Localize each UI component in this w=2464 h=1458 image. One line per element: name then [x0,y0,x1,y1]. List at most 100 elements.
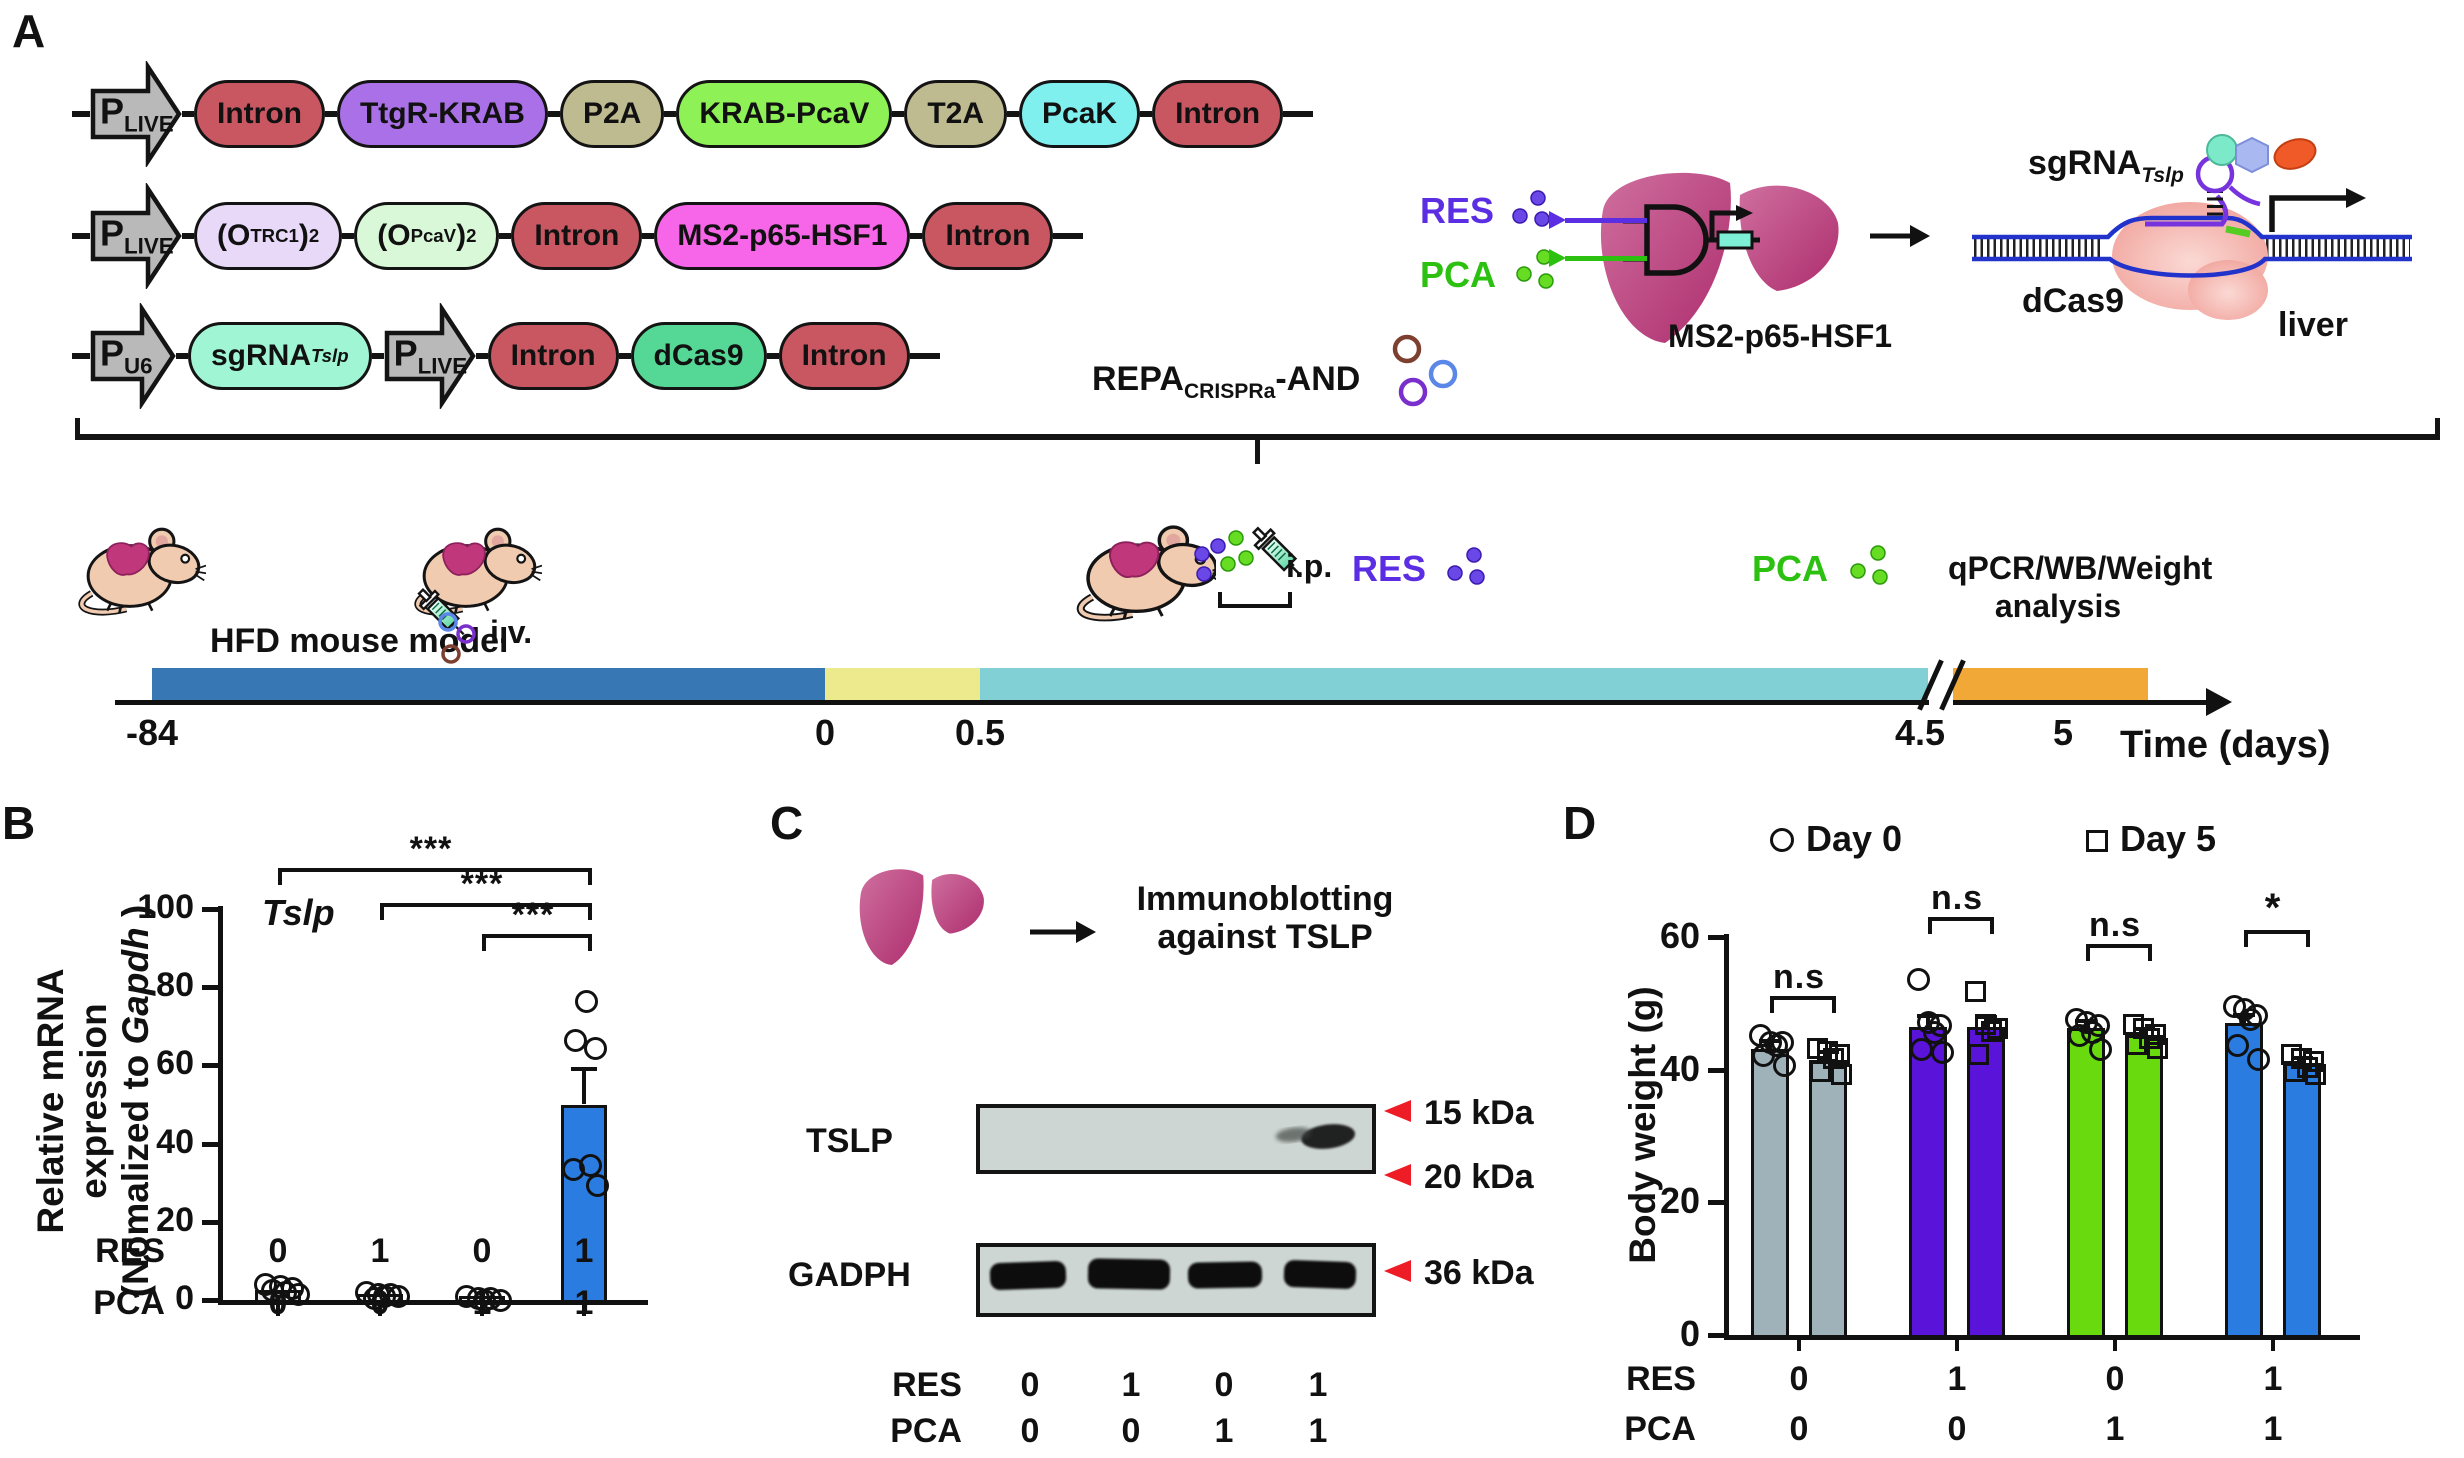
construct-connector [1140,111,1153,117]
pca-input-label: PCA [1420,254,1497,295]
gadph-band [1283,1260,1357,1289]
d-data-point-day0 [1910,1037,1933,1061]
d-x-axis [1724,1335,2360,1340]
construct-pill: sgRNA Tslp [188,322,372,390]
text-segment: P [100,90,125,132]
text-segment: Tslp [311,345,349,366]
immunoblot-title-line2: against TSLP [1157,918,1373,956]
liver-icon [846,862,996,974]
text-segment: PcaV [410,225,457,246]
construct-pill: dCas9 [630,322,767,390]
res-wire [1565,218,1647,223]
timeline-segment [152,668,825,701]
res-molecules-icon [1447,547,1485,585]
construct-connector [642,233,655,239]
construct-connector [182,111,194,117]
b-data-point [473,1289,496,1313]
c-condition-value: 1 [1308,1412,1328,1450]
construct-connector [892,111,905,117]
panel-a-label: A [12,5,46,57]
sgrna-label: sgRNATslp [2028,144,2184,188]
construct-connector [910,233,923,239]
text-segment: P [100,332,125,374]
d-data-point-day5 [1965,981,1986,1003]
marker-15kda-label: 15 kDa [1424,1094,1534,1132]
d-error-bar [2142,1029,2146,1035]
promoter-label: PLIVE [394,332,468,379]
transcription-arrow [2346,188,2366,208]
d-data-point-day0 [2089,1037,2112,1061]
b-x-tick [582,1304,586,1316]
construct-row: PLIVE Intron TtgR-KRAB P2A KRAB-PcaV T2A PcaK I… [72,59,1314,169]
d-condition-value: 0 [2105,1360,2125,1398]
repa-and-label: REPACRISPRa-AND [1092,360,1360,404]
construct-connector [547,111,560,117]
c-condition-value: 1 [1121,1366,1141,1404]
d-bar-day5 [1809,1059,1847,1335]
d-data-point-day0 [1773,1054,1796,1078]
construct-connector [72,111,90,117]
b-y-tick-label: 60 [156,1044,194,1083]
text-segment: MS2-p65-HSF1 [677,219,888,252]
construct-connector [342,233,355,239]
significance-label: *** [511,896,555,934]
construct-connector [371,353,384,359]
c-condition-value: 1 [1214,1412,1234,1450]
significance-bracket [2244,930,2310,947]
d-data-point-day5 [1831,1064,1852,1086]
b-y-tick [202,1219,218,1225]
construct-connector [182,233,194,239]
d-y-tick [1708,935,1724,941]
res-molecules-icon [1512,190,1550,227]
c-condition-row-label: PCA [890,1412,962,1450]
gadph-band [1087,1258,1171,1290]
marker-arrow-15kda-icon [1384,1100,1411,1122]
text-segment: Intron [1175,97,1261,130]
d-y-tick-label: 20 [1659,1180,1700,1222]
liver-and-gate-diagram [1600,172,1839,343]
b-y-tick [202,1298,218,1303]
timeline-axis [115,700,2210,705]
group-bracket-left-tick [75,418,80,440]
marker-36kda-label: 36 kDa [1424,1254,1534,1292]
b-condition-value: 1 [574,1284,594,1322]
b-condition-value: 1 [370,1232,390,1270]
text-segment: KRAB-PcaV [699,97,870,130]
d-error-bar [1826,1051,1830,1060]
timeline-segment [825,668,980,701]
pca-wire [1565,256,1647,261]
text-segment: REPA [1092,360,1184,398]
promoter-arrow: PLIVE [90,181,182,291]
panel-d-label: D [1563,797,1597,849]
significance-bracket [1928,917,1994,934]
b-error-cap [571,1067,597,1072]
construct-pill: TtgR-KRAB [336,80,548,148]
c-condition-value: 0 [1020,1366,1040,1404]
legend-day5-marker-icon [2086,830,2108,852]
d-condition-value: 1 [2105,1410,2125,1448]
d-data-point-day0 [1907,967,1930,991]
construct-connector [475,353,488,359]
d-data-point-day0 [2239,1007,2262,1031]
construct-row: PLIVE (O TRC1) 2 (O PcaV) 2 Intron MS2-p65-HSF1 I… [72,181,1084,291]
construct-pill: Intron [487,322,619,390]
d-data-point-day0 [1752,1044,1775,1068]
res-pca-molecules-icon [1194,530,1254,582]
text-segment: Intron [534,219,620,252]
construct-connector [176,353,188,359]
group-bracket-center-tick [1255,440,1260,464]
promoter-label: PLIVE [100,90,174,137]
d-y-tick [1708,1200,1724,1206]
text-segment: -AND [1275,360,1361,398]
crispra-dna-diagram [1972,134,2412,320]
mouse-icon [76,500,206,626]
significance-bracket [2086,944,2152,961]
res-wire-arrowhead [1549,211,1566,229]
construct-connector [664,111,677,117]
construct-pill: MS2-p65-HSF1 [654,202,911,270]
construct-connector [618,353,631,359]
panel-b-label: B [2,797,36,849]
promoter-arrow: PLIVE [384,301,476,411]
pca-timeline-label: PCA [1752,548,1829,589]
b-bar [561,1104,607,1300]
